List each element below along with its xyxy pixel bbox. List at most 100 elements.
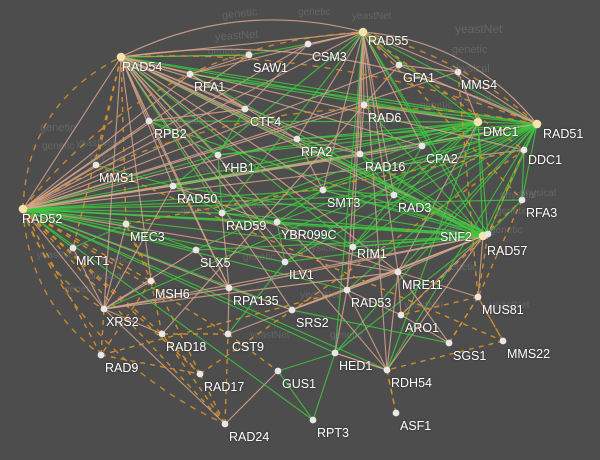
graph-node[interactable] bbox=[169, 182, 177, 190]
graph-edge bbox=[22, 208, 152, 282]
graph-edge bbox=[100, 354, 201, 375]
graph-edge bbox=[346, 289, 388, 371]
graph-node[interactable] bbox=[304, 40, 312, 48]
graph-node[interactable] bbox=[319, 186, 327, 194]
graph-node[interactable] bbox=[397, 311, 405, 319]
graph-node[interactable] bbox=[474, 293, 482, 301]
graph-node[interactable] bbox=[192, 246, 200, 254]
graph-node[interactable] bbox=[100, 305, 108, 313]
graph-edge bbox=[346, 246, 354, 291]
graph-edge-curved bbox=[22, 107, 538, 210]
graph-node[interactable] bbox=[309, 416, 317, 424]
graph-node[interactable] bbox=[288, 306, 296, 314]
graph-edge bbox=[397, 271, 479, 298]
graph-edge bbox=[312, 352, 336, 421]
graph-node[interactable] bbox=[349, 243, 357, 251]
graph-node[interactable] bbox=[418, 142, 426, 150]
graph-node[interactable] bbox=[241, 105, 249, 113]
graph-edge bbox=[291, 289, 348, 311]
graph-node[interactable] bbox=[454, 68, 462, 76]
graph-edge bbox=[189, 73, 246, 110]
graph-edge bbox=[120, 56, 286, 263]
graph-node[interactable] bbox=[358, 27, 368, 37]
graph-edge bbox=[148, 120, 219, 156]
graph-node[interactable] bbox=[392, 409, 400, 417]
graph-node[interactable] bbox=[499, 337, 507, 345]
graph-node[interactable] bbox=[273, 218, 281, 226]
graph-node[interactable] bbox=[473, 117, 483, 127]
graph-edge bbox=[386, 369, 397, 414]
graph-node[interactable] bbox=[92, 161, 100, 169]
graph-node[interactable] bbox=[122, 220, 130, 228]
graph-node[interactable] bbox=[445, 339, 453, 347]
graph-node[interactable] bbox=[532, 119, 542, 129]
graph-node[interactable] bbox=[518, 196, 526, 204]
graph-edge bbox=[477, 233, 489, 298]
graph-edge bbox=[277, 352, 336, 372]
graph-edge bbox=[296, 138, 361, 155]
graph-edge bbox=[217, 154, 223, 214]
graph-node[interactable] bbox=[293, 135, 301, 143]
graph-node[interactable] bbox=[394, 268, 402, 276]
graph-node[interactable] bbox=[97, 351, 105, 359]
graph-edge bbox=[296, 31, 364, 140]
graph-edge bbox=[359, 153, 395, 196]
graph-node[interactable] bbox=[360, 101, 368, 109]
graph-edge bbox=[334, 235, 484, 354]
graph-edge bbox=[362, 31, 400, 66]
graph-node[interactable] bbox=[356, 150, 364, 158]
graph-node[interactable] bbox=[145, 117, 153, 125]
graph-node[interactable] bbox=[147, 277, 155, 285]
graph-node[interactable] bbox=[245, 51, 253, 59]
graph-node[interactable] bbox=[225, 284, 233, 292]
graph-edge bbox=[22, 121, 479, 210]
graph-node[interactable] bbox=[390, 191, 398, 199]
graph-node[interactable] bbox=[224, 330, 232, 338]
graph-node[interactable] bbox=[383, 366, 391, 374]
graph-edge bbox=[120, 56, 479, 123]
graph-edge bbox=[172, 185, 223, 214]
graph-node[interactable] bbox=[18, 204, 28, 214]
graph-edge bbox=[72, 247, 105, 310]
edges-curved-group bbox=[22, 19, 538, 425]
graph-edge bbox=[248, 43, 309, 56]
graph-node[interactable] bbox=[520, 146, 528, 154]
graph-node[interactable] bbox=[395, 61, 403, 69]
graph-edge bbox=[72, 56, 122, 249]
graph-node[interactable] bbox=[196, 370, 204, 378]
graph-edge bbox=[100, 308, 105, 356]
graph-edge bbox=[120, 31, 364, 58]
graph-node[interactable] bbox=[116, 52, 126, 62]
graph-node[interactable] bbox=[218, 209, 226, 217]
graph-edge bbox=[386, 123, 538, 371]
graph-edge bbox=[120, 56, 354, 248]
graph-node[interactable] bbox=[186, 70, 194, 78]
graph-edge bbox=[457, 71, 479, 298]
graph-edge bbox=[346, 31, 364, 291]
graph-edge bbox=[296, 138, 324, 191]
graph-edge bbox=[448, 296, 479, 344]
graph-node[interactable] bbox=[69, 244, 77, 252]
graph-node[interactable] bbox=[214, 151, 222, 159]
graph-edge bbox=[477, 121, 538, 125]
graph-edge bbox=[393, 194, 489, 235]
graph-edge bbox=[125, 223, 197, 251]
graph-edge bbox=[276, 221, 286, 263]
graph-node[interactable] bbox=[343, 286, 351, 294]
graph-edge-curved bbox=[22, 208, 102, 356]
graph-node[interactable] bbox=[221, 420, 229, 428]
graph-node[interactable] bbox=[331, 349, 339, 357]
graph-node[interactable] bbox=[158, 330, 166, 338]
graph-edge bbox=[22, 108, 246, 210]
graph-edge bbox=[400, 314, 450, 344]
graph-edge bbox=[521, 149, 525, 201]
graph-node[interactable] bbox=[484, 230, 492, 238]
graph-node[interactable] bbox=[274, 367, 282, 375]
graph-node[interactable] bbox=[281, 258, 289, 266]
graph-edge bbox=[228, 287, 293, 311]
graph-edge bbox=[221, 212, 230, 289]
graph-edge bbox=[22, 64, 400, 210]
graph-edge bbox=[221, 31, 364, 214]
